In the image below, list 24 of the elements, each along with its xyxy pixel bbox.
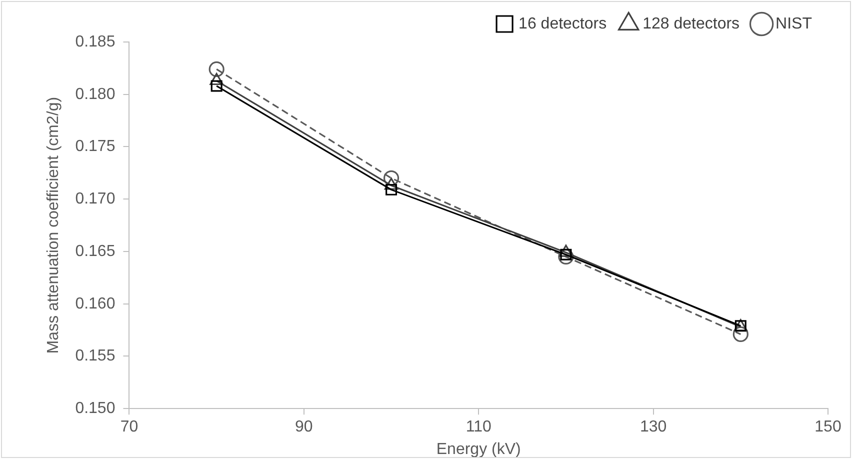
y-tick-label: 0.180 — [75, 86, 116, 103]
point — [383, 170, 400, 186]
legend-label: NIST — [776, 15, 812, 32]
y-axis-title: Mass attenuation coefficient (cm2/g) — [45, 96, 62, 354]
legend-label: 128 detectors — [642, 15, 740, 32]
y-tick-label: 0.150 — [75, 400, 116, 418]
y-tick-label: 0.175 — [75, 138, 116, 156]
y-tick-label: 0.160 — [75, 295, 116, 312]
point — [732, 326, 748, 342]
legend-label: 16 detectors — [518, 15, 607, 32]
x-tick-label: 90 — [295, 418, 313, 436]
point — [210, 80, 222, 92]
point — [558, 248, 574, 265]
x-axis-title: Energy (kV) — [436, 440, 521, 458]
y-tick-label: 0.185 — [75, 33, 116, 50]
y-tick-label: 0.165 — [75, 242, 116, 260]
x-tick-label: 150 — [814, 418, 842, 436]
x-tick-label: 110 — [466, 418, 492, 436]
point — [386, 184, 398, 196]
x-tick-label: 70 — [120, 418, 138, 436]
y-tick-label: 0.155 — [75, 348, 116, 365]
point — [208, 61, 224, 78]
y-tick-label: 0.170 — [75, 190, 116, 208]
x-tick-label: 130 — [640, 418, 667, 436]
